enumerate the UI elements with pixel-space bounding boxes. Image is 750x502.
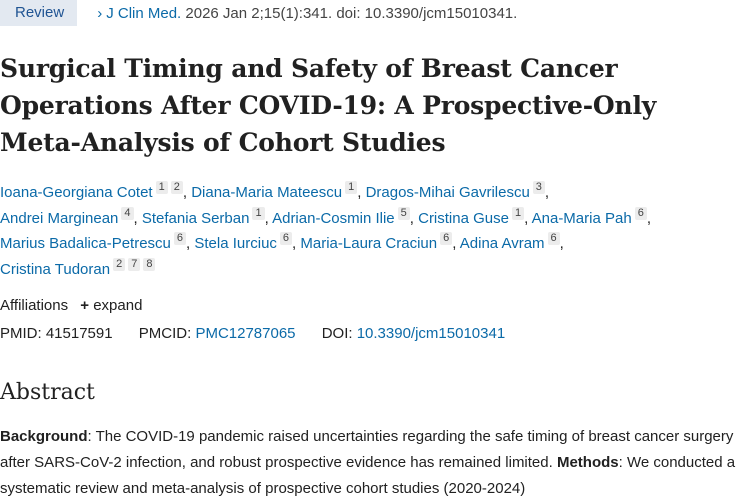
affiliation-number[interactable]: 3: [532, 181, 545, 194]
author-link[interactable]: Diana-Maria Mateescu: [191, 184, 343, 201]
author-list: Ioana-Georgiana Cotet 1 2, Diana-Maria Mat…: [0, 181, 651, 278]
background-label: Background: [0, 428, 88, 445]
affiliation-number[interactable]: 7: [128, 257, 141, 271]
chevron-right-icon: ›: [97, 4, 103, 22]
author-link[interactable]: Andrei Marginean: [0, 209, 119, 227]
author-link[interactable]: Ana-Maria Pah: [531, 209, 632, 227]
author-link[interactable]: Marius Badalica-Petrescu: [0, 235, 171, 252]
affiliation-number[interactable]: 2: [113, 257, 126, 271]
article-title: Surgical Timing and Safety of Breast Can…: [0, 54, 657, 157]
affiliation-number[interactable]: 8: [143, 257, 156, 271]
doi-label: DOI:: [321, 325, 357, 342]
journal-link[interactable]: J Clin Med.: [106, 4, 182, 22]
affiliation-number[interactable]: 4: [121, 206, 134, 220]
affiliation-number[interactable]: 1: [252, 206, 265, 220]
author-link[interactable]: Adina Avram: [459, 235, 545, 252]
affiliation-number[interactable]: 5: [397, 206, 410, 220]
author-link[interactable]: Stefania Serban: [141, 209, 250, 227]
pmcid-label: PMCID:: [138, 325, 196, 342]
author-link[interactable]: Maria-Laura Craciun: [300, 235, 438, 252]
citation-text: 2026 Jan 2;15(1):341. doi: 10.3390/jcm15…: [181, 4, 518, 22]
abstract-text: Background: The COVID-19 pandemic raised…: [0, 424, 748, 502]
pmcid-link[interactable]: PMC12787065: [195, 325, 296, 342]
author-link[interactable]: Cristina Tudoran: [0, 260, 111, 278]
affiliations: Affiliations + expand: [0, 297, 142, 314]
affiliations-label: Affiliations: [0, 297, 69, 314]
affiliation-number[interactable]: 6: [547, 232, 560, 245]
affiliation-number[interactable]: 1: [345, 181, 358, 194]
pmid-value: 41517591: [45, 325, 113, 342]
affiliation-number[interactable]: 6: [173, 232, 187, 245]
author-link[interactable]: Adrian-Cosmin Ilie: [272, 209, 395, 227]
identifiers: PMID: 41517591 PMCID: PMC12787065 DOI: 1…: [0, 325, 505, 342]
plus-icon: +: [80, 297, 90, 314]
affiliation-number[interactable]: 6: [634, 206, 647, 220]
abstract-heading: Abstract: [0, 380, 95, 405]
author-link[interactable]: Ioana-Georgiana Cotet: [0, 184, 153, 201]
author-link[interactable]: Cristina Guse: [418, 209, 509, 227]
author-link[interactable]: Stela Iurciuc: [194, 235, 277, 252]
citation: › J Clin Med. 2026 Jan 2;15(1):341. doi: …: [97, 5, 517, 22]
author-link[interactable]: Dragos-Mihai Gavrilescu: [365, 184, 530, 201]
doi-link[interactable]: 10.3390/jcm15010341: [356, 325, 506, 342]
affiliation-number[interactable]: 1: [155, 181, 168, 194]
affiliations-expand-button[interactable]: + expand: [72, 297, 142, 314]
review-badge: Review: [0, 0, 78, 26]
methods-text: : We conducted a systematic review and m…: [0, 454, 736, 497]
affiliation-number[interactable]: 6: [440, 232, 453, 245]
affiliation-number[interactable]: 1: [511, 206, 525, 220]
methods-label: Methods: [556, 454, 619, 471]
affiliation-number[interactable]: 6: [279, 232, 293, 245]
affiliation-number[interactable]: 2: [170, 181, 183, 194]
background-text: : The COVID-19 pandemic raised uncertain…: [0, 428, 734, 471]
pmid-label: PMID:: [0, 325, 46, 342]
expand-label: expand: [93, 297, 143, 314]
citation-bar: Review › J Clin Med. 2026 Jan 2;15(1):341…: [0, 0, 517, 26]
